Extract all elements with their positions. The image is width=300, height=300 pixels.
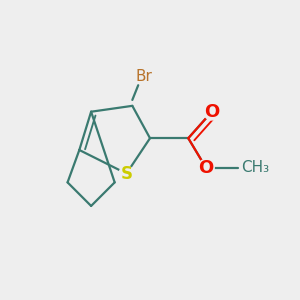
- Circle shape: [198, 159, 214, 176]
- Circle shape: [119, 166, 134, 181]
- Text: CH₃: CH₃: [241, 160, 269, 175]
- Text: O: O: [204, 103, 220, 121]
- Text: O: O: [198, 159, 214, 177]
- Text: S: S: [120, 165, 132, 183]
- Circle shape: [204, 103, 220, 120]
- Text: Br: Br: [136, 69, 152, 84]
